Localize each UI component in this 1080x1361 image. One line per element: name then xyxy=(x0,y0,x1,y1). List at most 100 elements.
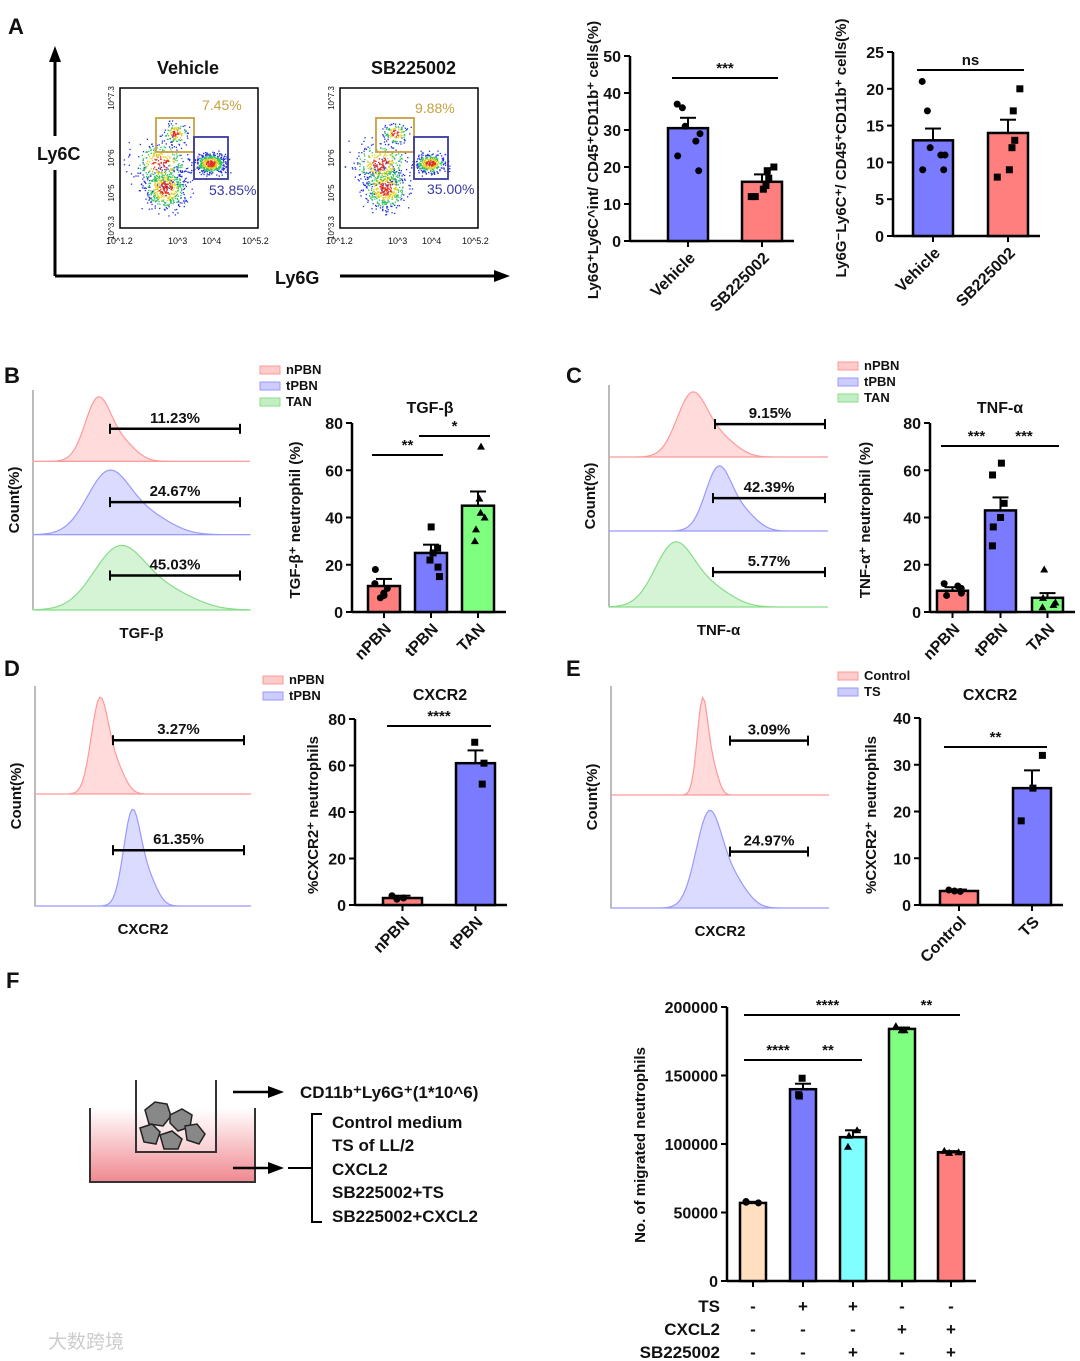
data-point xyxy=(426,556,434,564)
data-point xyxy=(956,887,964,895)
data-point xyxy=(951,887,959,895)
y-tick-label: 80 xyxy=(328,712,346,729)
y-tick-label: 0 xyxy=(334,605,343,622)
y-tick-label: 50 xyxy=(603,49,621,66)
bar-chart-a2: 0 5 10 15 20 25 Ly6G⁻Ly6C⁺/ CD45⁺CD11b⁺ cells(… xyxy=(833,19,1040,311)
gate-upper[interactable] xyxy=(155,117,195,153)
x-tick-label: TAN xyxy=(1024,621,1058,655)
data-point xyxy=(376,594,384,602)
bar-tPBN xyxy=(983,509,1018,614)
x-tick-label: 10^5.2 xyxy=(242,236,269,246)
histogram-ylabel: Count(%) xyxy=(8,763,25,830)
panel-letter-b: B xyxy=(4,363,20,388)
panel-letter-a: A xyxy=(8,14,24,39)
y-tick-label: 60 xyxy=(328,759,346,776)
legend-label: Control xyxy=(864,668,910,683)
data-point xyxy=(853,1126,862,1134)
y-tick-label: 0 xyxy=(337,898,346,915)
histogram-curve-TAN xyxy=(32,544,251,611)
x-tick-label: tPBN xyxy=(447,914,487,954)
y-tick-label: 0 xyxy=(709,1274,718,1291)
x-tick-label: TS xyxy=(1016,914,1043,941)
y-axis-label: Ly6G⁻Ly6C⁺/ CD45⁺CD11b⁺ cells(%) xyxy=(833,19,850,278)
x-tick-label: nPBN xyxy=(352,621,395,664)
legend-swatch xyxy=(837,361,859,371)
significance-label: *** xyxy=(716,60,734,77)
chart-title: CXCR2 xyxy=(413,687,467,704)
x-tick-label: Vehicle xyxy=(893,245,944,296)
data-point xyxy=(470,537,479,545)
data-point xyxy=(400,894,408,902)
histogram-curve-tPBN xyxy=(35,808,251,907)
treatment-sign: + xyxy=(798,1297,808,1316)
chart-title: TNF-α xyxy=(977,400,1023,417)
data-point xyxy=(434,563,442,571)
y-tick-label: 10 xyxy=(893,851,911,868)
data-point xyxy=(1040,565,1049,573)
x-tick-label: TAN xyxy=(454,621,488,655)
data-point xyxy=(754,1199,762,1207)
significance-label: ** xyxy=(921,997,933,1014)
gate-pct: 35.00% xyxy=(427,181,474,197)
data-point xyxy=(1016,85,1024,93)
y-tick-label: 20 xyxy=(866,82,884,99)
data-point xyxy=(696,130,704,138)
panel-letter-f: F xyxy=(6,968,19,993)
treatment-sign: - xyxy=(750,1297,756,1316)
gate-lower[interactable] xyxy=(413,136,449,180)
gate-lower[interactable] xyxy=(193,136,229,180)
x-tick-label: tPBN xyxy=(972,621,1012,661)
x-tick-label: nPBN xyxy=(371,914,414,957)
legend-swatch xyxy=(259,397,281,407)
significance-label: ns xyxy=(962,52,980,69)
legend-label: nPBN xyxy=(864,358,899,373)
legend-swatch xyxy=(837,671,859,681)
x-tick-label: 10^1.2 xyxy=(326,236,353,246)
data-point xyxy=(429,549,437,557)
y-axis-label: %CXCR2⁺ neutrophils xyxy=(305,736,322,894)
bar-1 xyxy=(738,1201,768,1283)
y-tick-label: 5 xyxy=(875,192,884,209)
panel-letter-d: D xyxy=(4,656,20,681)
data-point xyxy=(681,122,689,130)
y-tick-label: 150000 xyxy=(665,1069,718,1086)
bar-Vehicle xyxy=(666,126,710,243)
data-point xyxy=(388,892,396,900)
significance-label: ** xyxy=(990,729,1002,746)
condition: CXCL2 xyxy=(332,1160,388,1179)
chart-title: CXCR2 xyxy=(963,687,1017,704)
data-point xyxy=(673,100,681,108)
gate-pct: 7.45% xyxy=(202,97,242,113)
treatment-sign: + xyxy=(946,1343,956,1361)
data-point xyxy=(1039,593,1048,601)
data-point xyxy=(997,459,1005,467)
data-point xyxy=(472,525,481,533)
legend-label: tPBN xyxy=(864,374,896,389)
data-point xyxy=(678,104,686,112)
dot-plot-sb225002: 10^1.2 10^3 10^4 10^5.2 10^3.3 10^5 10^6 10^7.3 xyxy=(326,86,489,246)
bar-chart-e: 0 10 20 30 40 %CXCR2⁺ neutrophils CXCR2 Control… xyxy=(863,687,1063,966)
data-point xyxy=(926,144,934,152)
plot-title-vehicle: Vehicle xyxy=(157,58,219,78)
x-tick-label: SB225002 xyxy=(953,245,1019,311)
data-point xyxy=(989,471,997,479)
legend-label: TAN xyxy=(286,394,312,409)
x-tick-label: 10^4 xyxy=(202,236,221,246)
y-tick-label: 0 xyxy=(612,234,621,251)
legend-label: TAN xyxy=(864,390,890,405)
gate-upper[interactable] xyxy=(375,117,415,153)
data-point xyxy=(891,1022,900,1030)
histogram-xlabel: TNF-α xyxy=(697,622,741,639)
data-point xyxy=(427,523,435,531)
treatment-sign: - xyxy=(850,1320,856,1339)
data-point xyxy=(695,167,703,175)
y-tick-label: 15 xyxy=(866,119,884,136)
data-point xyxy=(371,565,379,573)
data-point xyxy=(1038,751,1046,759)
treatment-sign: - xyxy=(899,1297,905,1316)
y-tick-label: 10^6 xyxy=(327,149,336,167)
plot-frame xyxy=(339,87,479,229)
y-tick-label: 10^3.3 xyxy=(327,216,336,240)
condition: SB225002+TS xyxy=(332,1183,444,1202)
